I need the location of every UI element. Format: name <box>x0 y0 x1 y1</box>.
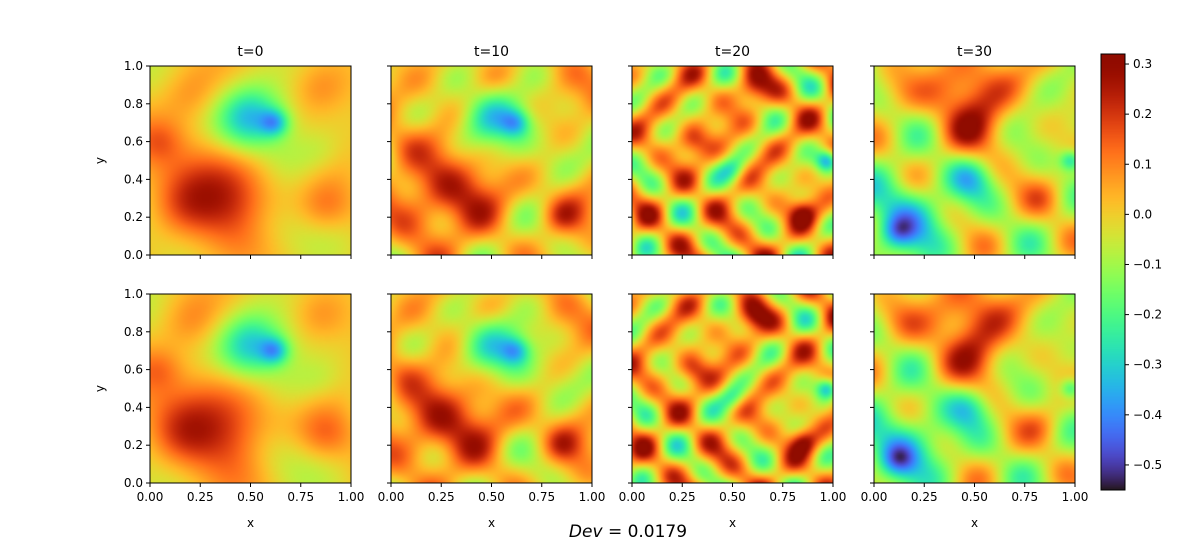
x-tick-label: 0.50 <box>478 490 505 504</box>
x-axis-label: x <box>488 516 495 530</box>
x-tick-label: 0.00 <box>619 490 646 504</box>
colorbar-tick-label: −0.2 <box>1133 308 1162 322</box>
x-tick-label: 0.75 <box>287 490 314 504</box>
x-tick-label: 0.75 <box>1011 490 1038 504</box>
colorbar-tick-label: −0.4 <box>1133 408 1162 422</box>
y-tick-label: 0.6 <box>124 135 143 149</box>
x-tick-label: 0.00 <box>861 490 888 504</box>
panel-title: t=0 <box>237 44 263 60</box>
x-tick-label: 0.75 <box>528 490 555 504</box>
y-tick-label: 0.2 <box>124 210 143 224</box>
panel-title: t=30 <box>957 44 992 60</box>
x-tick-label: 0.50 <box>237 490 264 504</box>
heatmap-r2-c4 <box>874 294 1075 483</box>
heatmap-r1-c4 <box>874 66 1075 255</box>
y-tick-label: 0.8 <box>124 97 143 111</box>
y-tick-label: 0.2 <box>124 438 143 452</box>
y-tick-label: 0.0 <box>124 248 143 262</box>
y-tick-label: 0.4 <box>124 400 143 414</box>
deviation-label: Dev = 0.0179 <box>0 522 1196 542</box>
heatmap-r2-c3 <box>632 294 833 483</box>
deviation-symbol: Dev <box>568 522 603 542</box>
heatmap-r2-c2 <box>391 294 592 483</box>
heatmap-r1-c1 <box>150 66 351 255</box>
y-tick-label: 0.0 <box>124 476 143 490</box>
colorbar-frame <box>1100 53 1126 491</box>
x-tick-label: 0.25 <box>911 490 938 504</box>
y-tick-label: 0.4 <box>124 172 143 186</box>
y-axis-label: y <box>93 157 107 164</box>
x-tick-label: 0.25 <box>428 490 455 504</box>
x-tick-label: 0.25 <box>669 490 696 504</box>
colorbar-tick-label: 0.1 <box>1133 157 1152 171</box>
heatmap-r2-c1 <box>150 294 351 483</box>
heatmap-r1-c3 <box>632 66 833 255</box>
y-axis-label: y <box>93 385 107 392</box>
y-tick-label: 0.6 <box>124 363 143 377</box>
colorbar-tick-label: −0.1 <box>1133 257 1162 271</box>
colorbar-tick-label: −0.3 <box>1133 358 1162 372</box>
x-axis-label: x <box>971 516 978 530</box>
colorbar-tick-label: −0.5 <box>1133 458 1162 472</box>
x-tick-label: 0.00 <box>137 490 164 504</box>
colorbar-tick-label: 0.3 <box>1133 57 1152 71</box>
x-tick-label: 0.50 <box>719 490 746 504</box>
x-axis-label: x <box>247 516 254 530</box>
y-tick-label: 1.0 <box>124 59 143 73</box>
x-tick-label: 0.25 <box>187 490 214 504</box>
heatmap-r1-c2 <box>391 66 592 255</box>
panel-title: t=10 <box>474 44 509 60</box>
colorbar-tick-label: 0.2 <box>1133 107 1152 121</box>
colorbar-tick-label: 0.0 <box>1133 207 1152 221</box>
x-tick-label: 0.75 <box>769 490 796 504</box>
x-tick-label: 1.00 <box>820 490 847 504</box>
x-tick-label: 1.00 <box>579 490 606 504</box>
x-tick-label: 1.00 <box>1062 490 1089 504</box>
panel-title: t=20 <box>715 44 750 60</box>
deviation-value: = 0.0179 <box>607 522 688 542</box>
x-axis-label: x <box>729 516 736 530</box>
colorbar <box>1101 54 1125 490</box>
x-tick-label: 0.50 <box>961 490 988 504</box>
x-tick-label: 1.00 <box>338 490 365 504</box>
y-tick-label: 0.8 <box>124 325 143 339</box>
x-tick-label: 0.00 <box>378 490 405 504</box>
y-tick-label: 1.0 <box>124 287 143 301</box>
